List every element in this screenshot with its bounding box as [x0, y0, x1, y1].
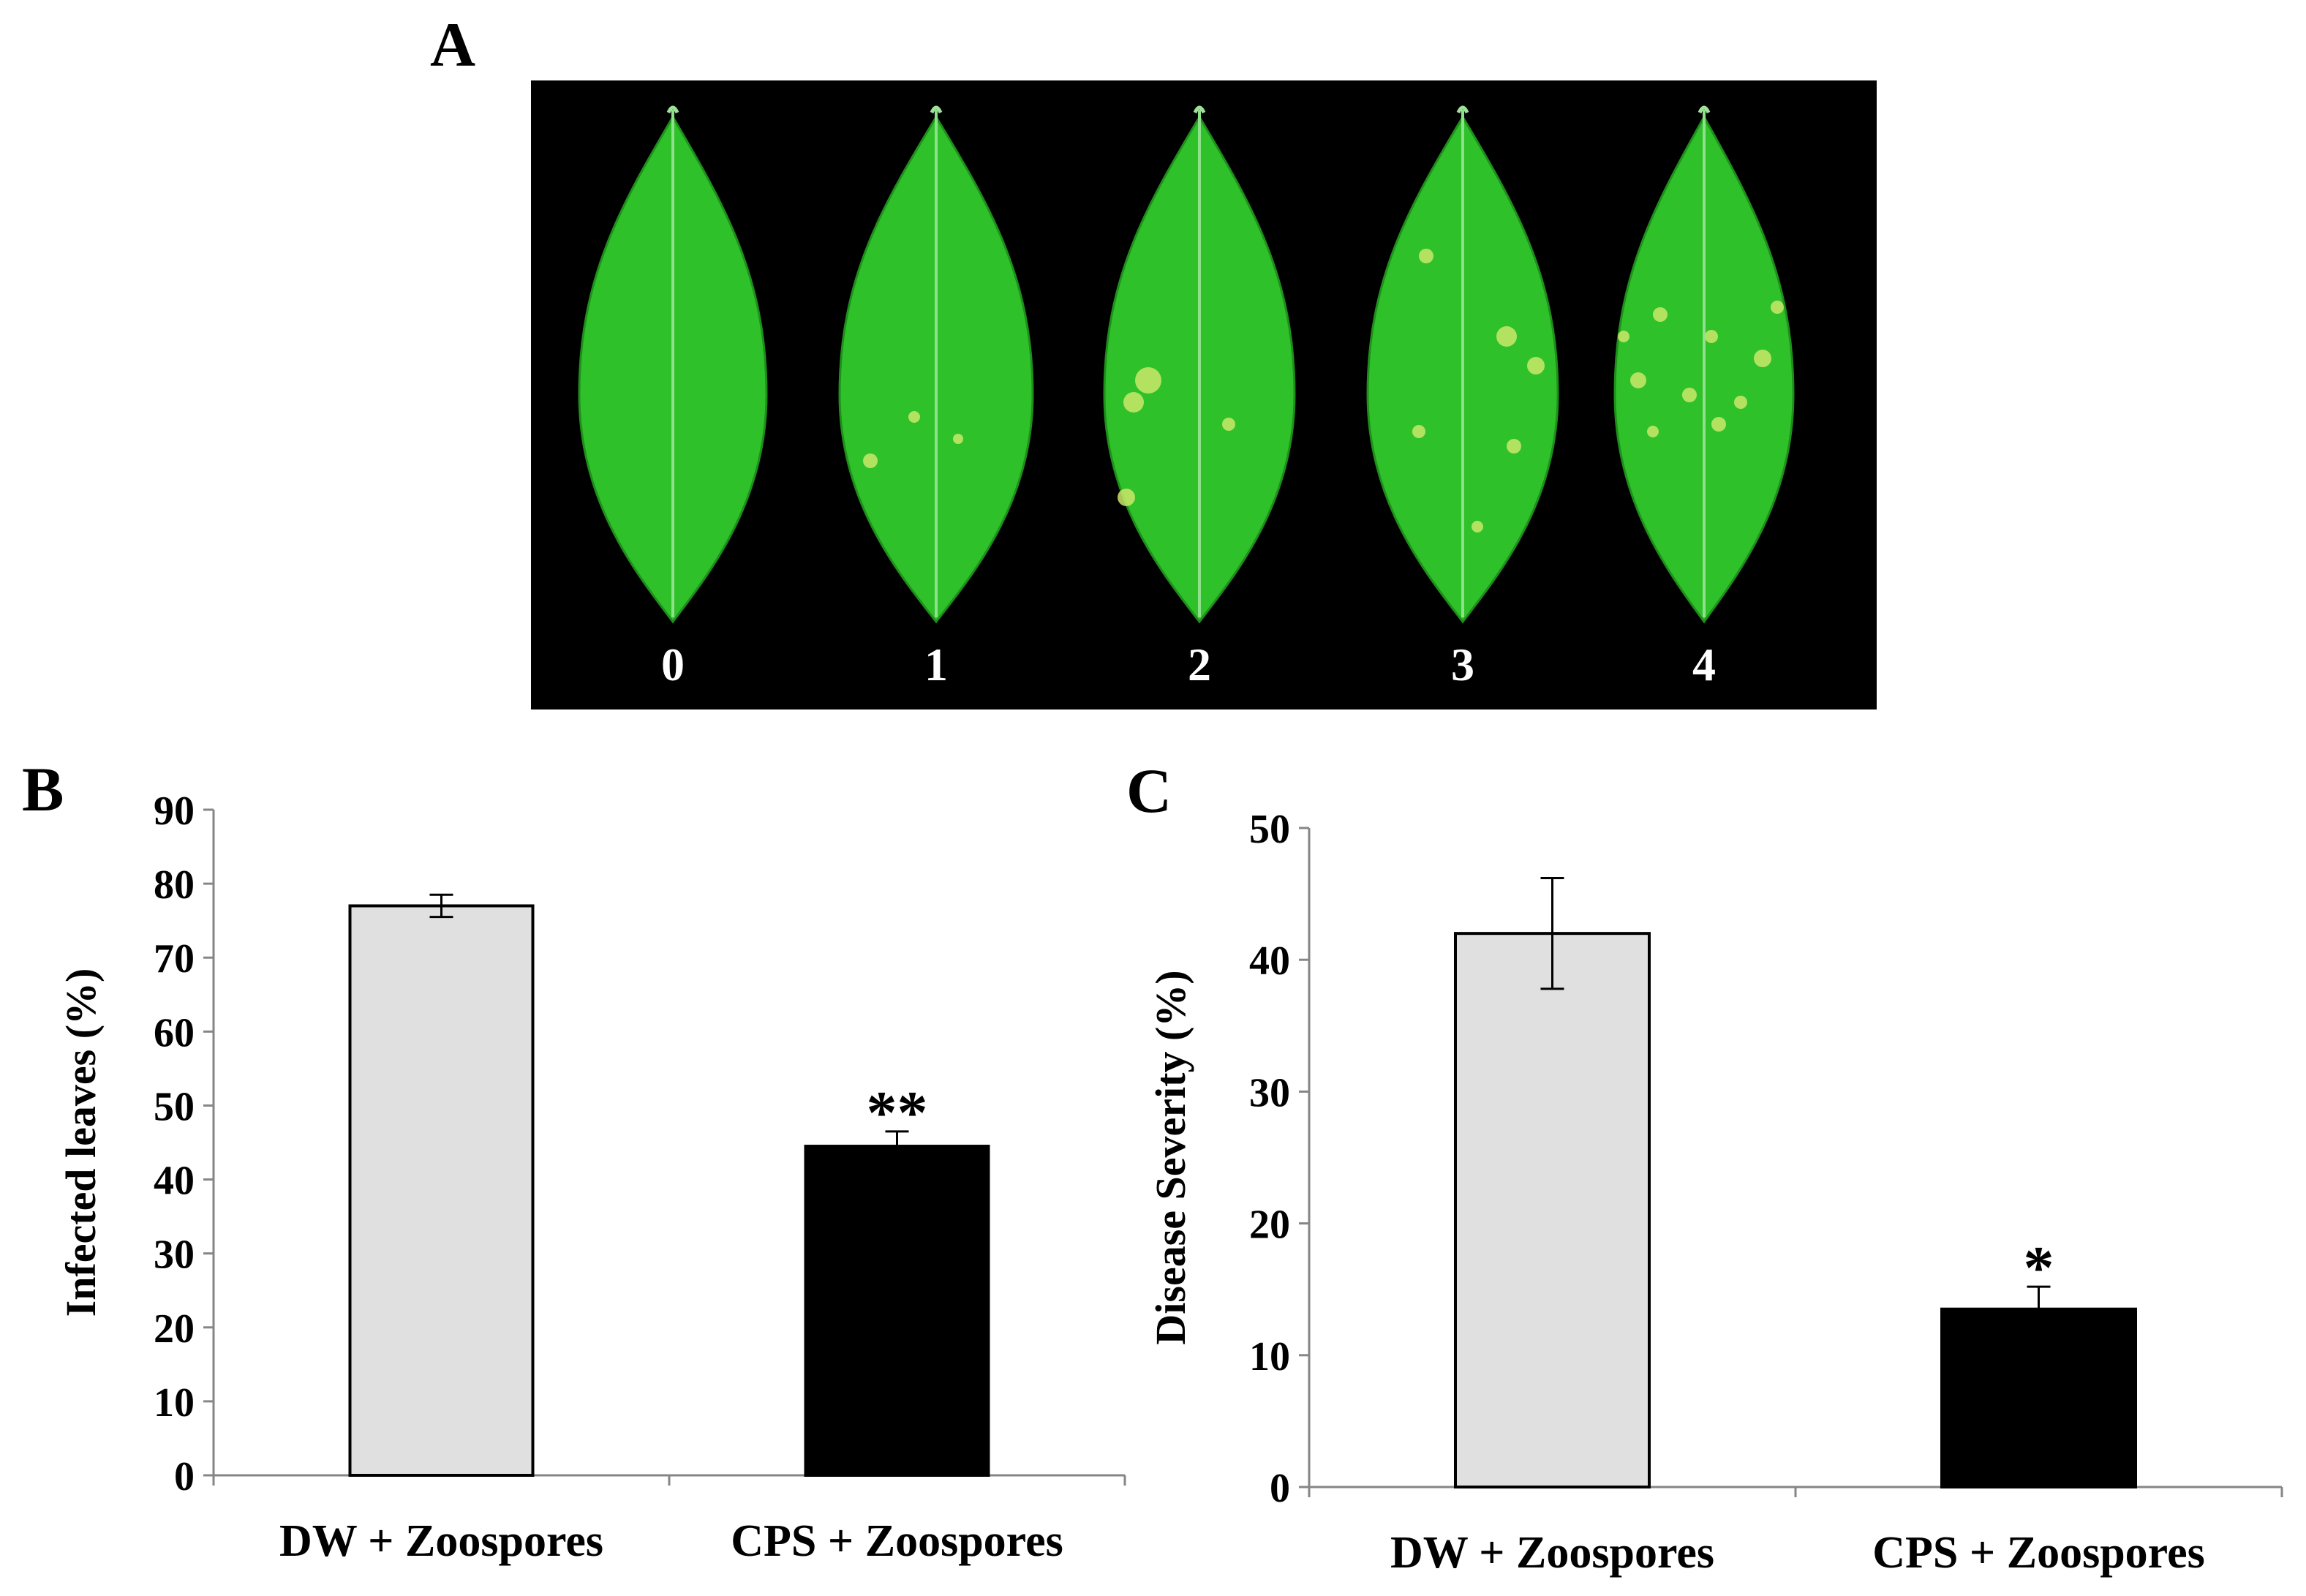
y-axis-title: Disease Severity (%): [1147, 970, 1194, 1344]
error-bar: [429, 893, 453, 919]
lesion-spot: [1222, 418, 1235, 431]
leaf-score-label: 4: [1692, 639, 1716, 690]
lesion-spot: [1682, 388, 1697, 402]
lesion-spot: [1412, 425, 1425, 438]
y-tick-label: 10: [1249, 1334, 1290, 1379]
lesion-spot: [908, 411, 920, 423]
lesion-spot: [1647, 426, 1659, 437]
x-category-label: DW + Zoospores: [279, 1516, 603, 1566]
y-tick-label: 20: [154, 1306, 195, 1352]
y-tick-label: 0: [1270, 1466, 1290, 1511]
lesion-spot: [1496, 326, 1517, 347]
panel-a: A 0 1 2 3 4: [430, 10, 1877, 709]
y-tick-label: 30: [154, 1232, 195, 1278]
lesion-spot: [1527, 357, 1545, 374]
error-bar: [2027, 1285, 2051, 1333]
y-tick-label: 20: [1249, 1202, 1290, 1248]
leaf-score-label: 3: [1451, 639, 1474, 690]
panel-c-chart: C 0 10 20 30 40 50 DW + Zoospores * CPS + Zoospo…: [1126, 756, 2283, 1578]
significance-marker: *: [2024, 1234, 2054, 1302]
y-tick-label: 30: [1249, 1070, 1290, 1115]
bar: [1940, 1307, 2137, 1488]
leaf: 1: [838, 105, 1034, 690]
leaf-petiole: [1698, 105, 1711, 114]
error-bar: [1540, 876, 1564, 990]
lesion-spot: [1705, 330, 1718, 343]
y-tick-label: 50: [1249, 807, 1290, 852]
lesion-spot: [863, 453, 878, 468]
bar: [1454, 932, 1651, 1489]
panel-c-label: C: [1126, 756, 1172, 826]
panel-b-chart: B 0 10 20 30 40 50 60 70 80 90 DW + Zoospores ** CPS…: [22, 754, 1126, 1566]
y-tick-label: 60: [154, 1010, 195, 1055]
leaf: 2: [1103, 105, 1296, 690]
lesion-spot: [1734, 396, 1747, 409]
leaf: 4: [1613, 105, 1795, 690]
leaf-petiole: [1456, 105, 1469, 114]
lesion-spot: [1771, 301, 1784, 314]
lesion-spot: [1507, 439, 1521, 453]
y-tick-label: 80: [154, 862, 195, 908]
y-tick-label: 10: [154, 1380, 195, 1426]
lesion-spot: [1123, 392, 1144, 413]
y-tick-label: 50: [154, 1084, 195, 1129]
bar: [348, 904, 535, 1477]
lesion-spot: [1630, 372, 1646, 388]
leaf-score-label: 2: [1188, 639, 1211, 690]
y-tick-label: 90: [154, 788, 195, 834]
leaf: 3: [1366, 105, 1559, 690]
significance-marker: **: [867, 1079, 928, 1147]
bar: [804, 1145, 990, 1477]
lesion-spot: [1135, 367, 1161, 394]
y-axis-title: Infected leaves (%): [57, 968, 105, 1317]
leaf-score-label: 1: [924, 639, 948, 690]
lesion-spot: [953, 434, 963, 444]
lesion-spot: [1711, 417, 1726, 432]
x-category-label: CPS + Zoospores: [731, 1516, 1063, 1566]
y-tick-label: 0: [174, 1454, 195, 1499]
leaf: 0: [578, 105, 768, 690]
leaf-petiole: [930, 105, 943, 114]
error-bar: [885, 1130, 909, 1162]
lesion-spot: [1653, 307, 1668, 322]
y-tick-label: 40: [154, 1159, 195, 1204]
x-category-label: DW + Zoospores: [1390, 1528, 1714, 1578]
lesion-spot: [1419, 249, 1433, 263]
leaf-score-label: 0: [661, 639, 685, 690]
lesion-spot: [1118, 489, 1135, 506]
leaf-petiole: [666, 105, 679, 114]
lesion-spot: [1472, 521, 1483, 532]
leaf-photo: 0 1 2 3 4: [578, 105, 1795, 690]
leaf-petiole: [1193, 105, 1206, 114]
panel-a-label: A: [430, 10, 475, 80]
x-category-label: CPS + Zoospores: [1872, 1528, 2204, 1578]
panel-b-label: B: [22, 754, 64, 824]
y-tick-label: 70: [154, 936, 195, 982]
lesion-spot: [1618, 331, 1629, 342]
lesion-spot: [1754, 350, 1771, 367]
y-tick-label: 40: [1249, 938, 1290, 984]
